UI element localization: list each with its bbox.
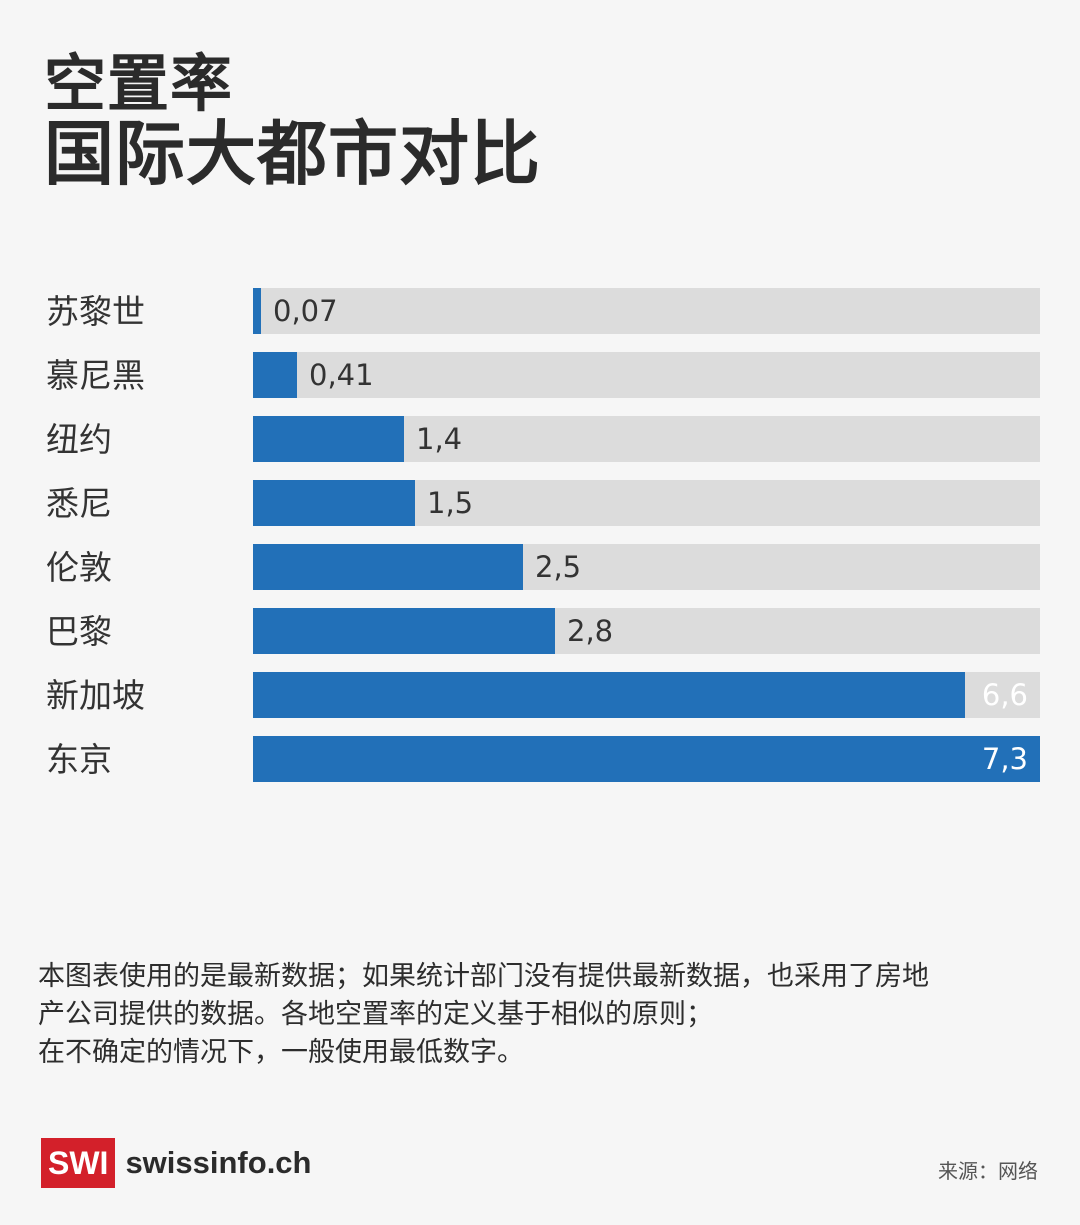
bar-track: 0,07 bbox=[253, 288, 1040, 334]
footnote: 本图表使用的是最新数据；如果统计部门没有提供最新数据，也采用了房地 产公司提供的… bbox=[38, 958, 1048, 1072]
data-label: 1,4 bbox=[416, 422, 463, 456]
bar-row: 伦敦 2,5 bbox=[0, 544, 1080, 592]
bar-track: 2,8 bbox=[253, 608, 1040, 654]
data-label: 0,07 bbox=[273, 294, 338, 328]
bar bbox=[253, 352, 297, 398]
category-label: 纽约 bbox=[46, 420, 112, 459]
bar bbox=[253, 608, 555, 654]
bar-row: 纽约 1,4 bbox=[0, 416, 1080, 464]
bar-row: 慕尼黑 0,41 bbox=[0, 352, 1080, 400]
data-label: 6,6 bbox=[981, 678, 1028, 712]
bar bbox=[253, 416, 404, 462]
category-label: 新加坡 bbox=[46, 676, 145, 715]
bar bbox=[253, 544, 523, 590]
bar bbox=[253, 480, 415, 526]
footnote-line: 产公司提供的数据。各地空置率的定义基于相似的原则； bbox=[38, 999, 713, 1030]
swissinfo-logo-text: swissinfo.ch bbox=[125, 1145, 312, 1180]
bar-row: 巴黎 2,8 bbox=[0, 608, 1080, 656]
data-label: 2,8 bbox=[567, 614, 614, 648]
swissinfo-logo[interactable]: SWI swissinfo.ch bbox=[41, 1138, 311, 1188]
category-label: 东京 bbox=[46, 740, 112, 779]
bar bbox=[253, 672, 965, 718]
bar bbox=[253, 288, 261, 334]
bar-chart: 苏黎世 0,07 慕尼黑 0,41 纽约 1,4 悉尼 1,5 伦敦 2,5 巴黎 2,8 新加坡 6,6… bbox=[0, 288, 1080, 784]
bar-track: 1,5 bbox=[253, 480, 1040, 526]
bar-row: 苏黎世 0,07 bbox=[0, 288, 1080, 336]
bar-row: 新加坡 6,6 bbox=[0, 672, 1080, 720]
bar-row: 东京 7,3 bbox=[0, 736, 1080, 784]
bar-track: 0,41 bbox=[253, 352, 1040, 398]
category-label: 悉尼 bbox=[46, 484, 112, 523]
footnote-line: 本图表使用的是最新数据；如果统计部门没有提供最新数据，也采用了房地 bbox=[38, 961, 929, 992]
bar-track: 6,6 bbox=[253, 672, 1040, 718]
bar-track: 7,3 bbox=[253, 736, 1040, 782]
data-label: 7,3 bbox=[981, 742, 1028, 776]
bar-row: 悉尼 1,5 bbox=[0, 480, 1080, 528]
category-label: 伦敦 bbox=[46, 548, 112, 587]
chart-subtitle: 国际大都市对比 bbox=[44, 113, 541, 195]
bar-track: 2,5 bbox=[253, 544, 1040, 590]
chart-title: 空置率 bbox=[44, 47, 234, 120]
swi-logo-mark: SWI bbox=[41, 1138, 116, 1188]
category-label: 慕尼黑 bbox=[46, 356, 145, 395]
data-label: 0,41 bbox=[309, 358, 374, 392]
source-note: 来源：网络 bbox=[938, 1159, 1038, 1183]
footnote-line: 在不确定的情况下，一般使用最低数字。 bbox=[38, 1037, 524, 1068]
category-label: 巴黎 bbox=[46, 612, 112, 651]
bar-track: 1,4 bbox=[253, 416, 1040, 462]
bar bbox=[253, 736, 1040, 782]
category-label: 苏黎世 bbox=[46, 292, 145, 331]
data-label: 1,5 bbox=[427, 486, 474, 520]
data-label: 2,5 bbox=[535, 550, 582, 584]
